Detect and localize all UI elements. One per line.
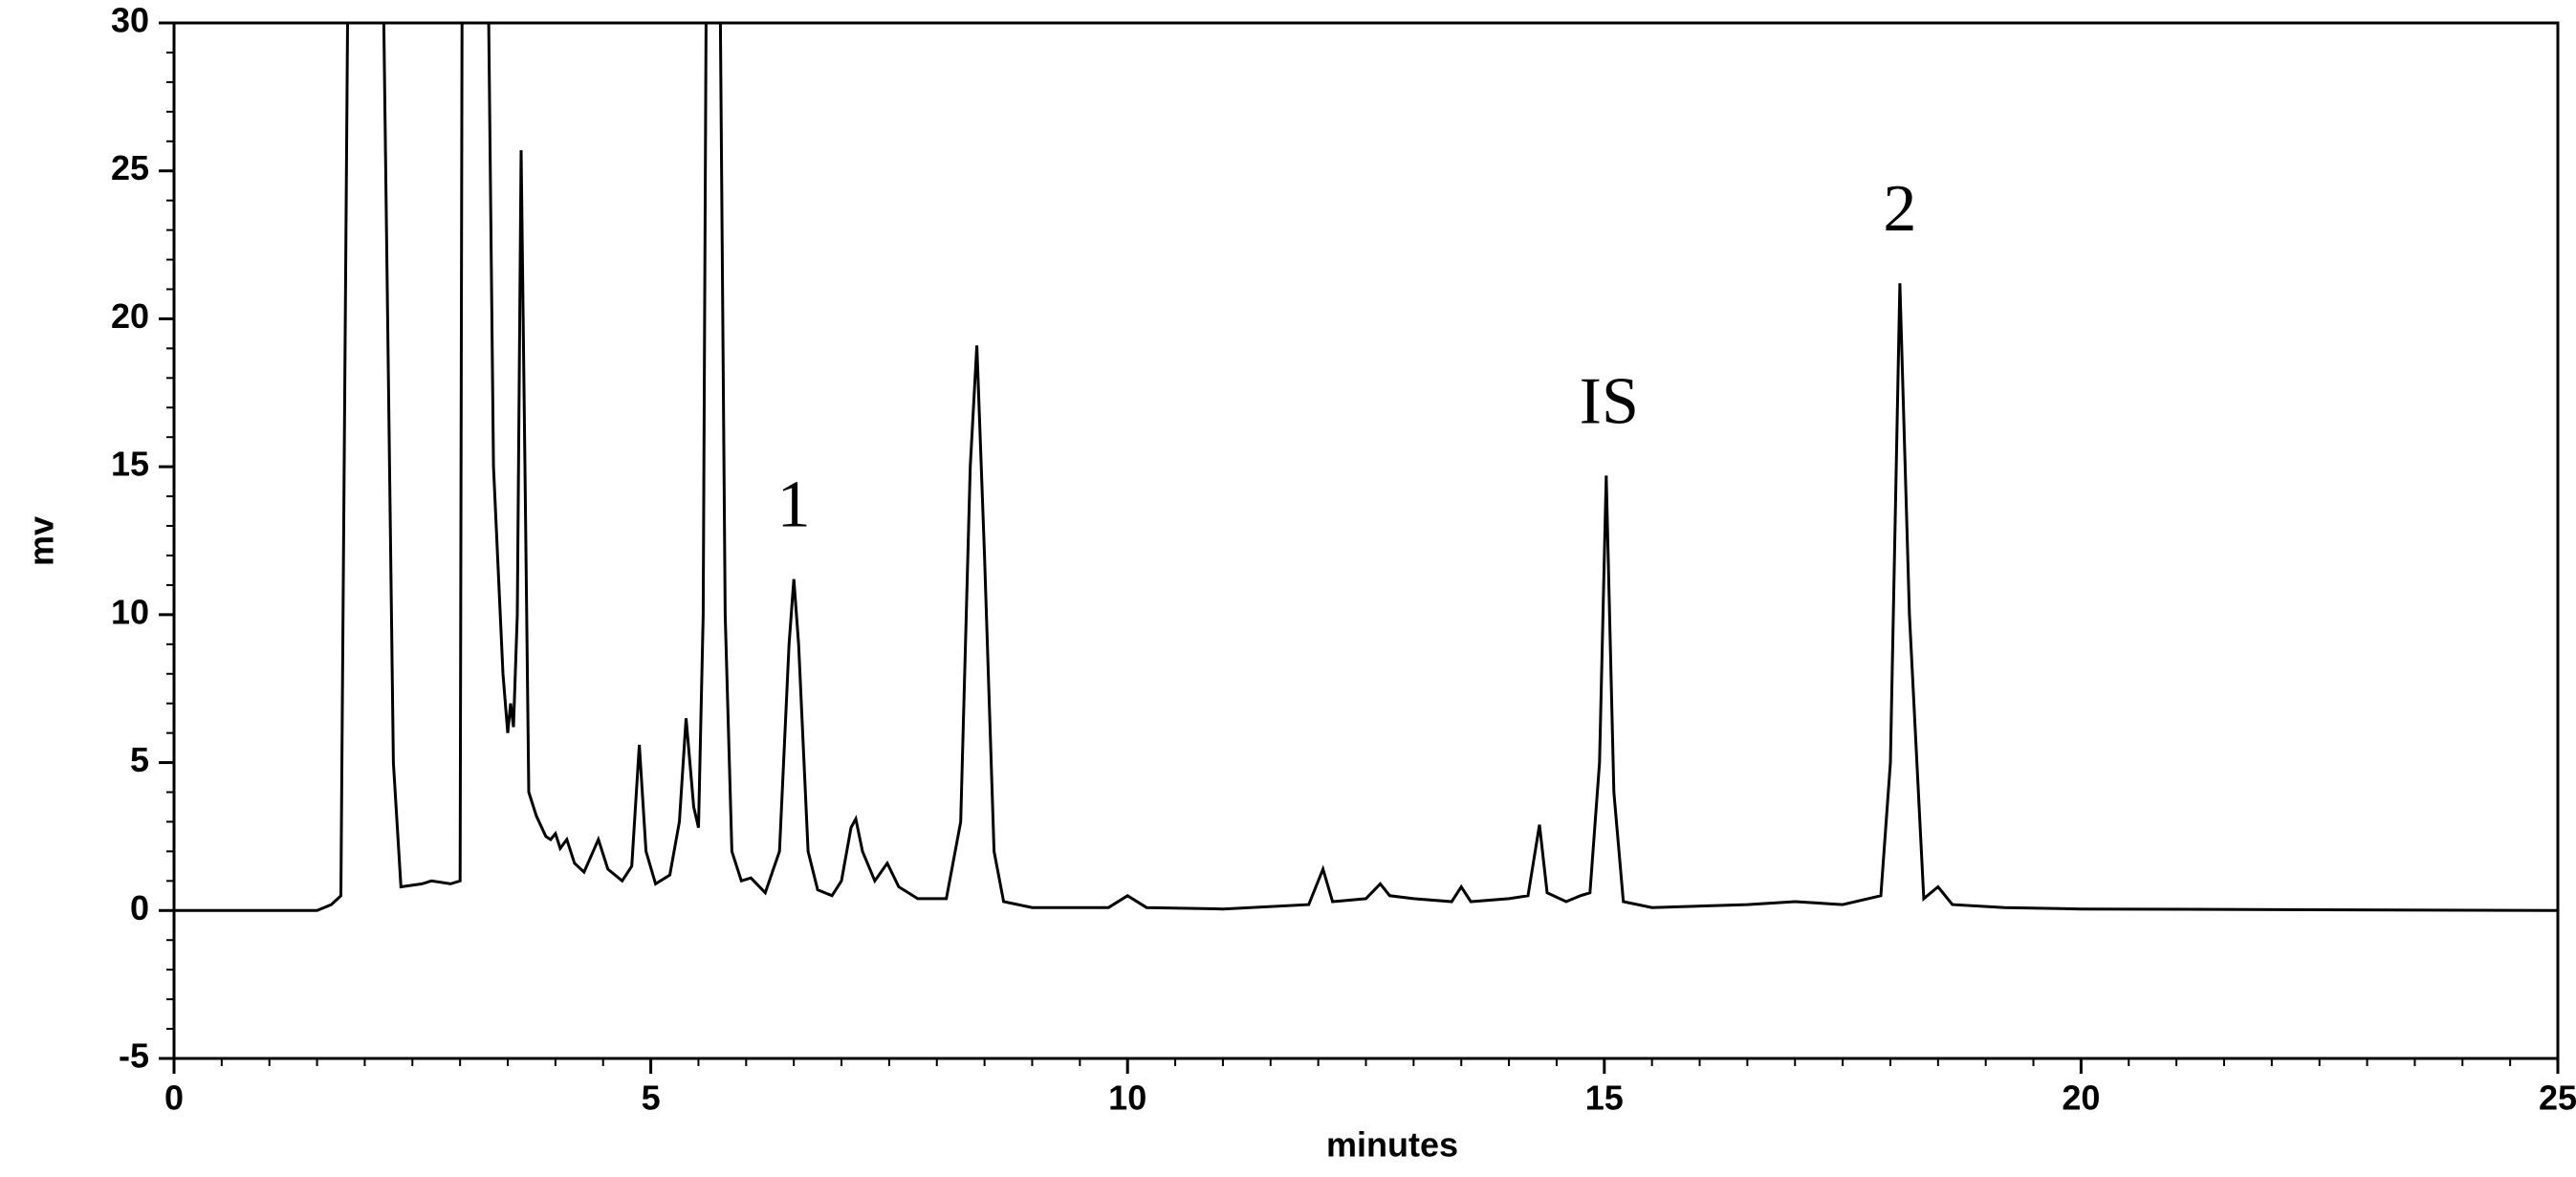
x-tick-label: 15 [1585,1079,1624,1118]
x-tick-label: 20 [2062,1079,2100,1118]
y-tick-label: 15 [111,445,149,484]
y-tick-label: 25 [111,148,149,187]
y-tick-label: 10 [111,592,149,631]
trace-line [174,23,2558,912]
x-tick-label: 5 [642,1079,661,1118]
y-tick-label: 0 [130,888,149,927]
peak-annotation: 1 [777,469,811,542]
plot-frame [172,21,2560,1060]
x-tick-label: 25 [2539,1079,2576,1118]
x-axis-label: minutes [1326,1125,1458,1165]
peak-annotation: 2 [1883,172,1916,246]
y-tick-label: 20 [111,296,149,336]
y-tick-label: 5 [130,740,149,779]
y-tick-label: 30 [111,1,149,40]
peak-annotation: IS [1580,364,1639,438]
y-axis-label: mv [22,516,61,566]
y-tick-label: -5 [119,1036,149,1076]
x-tick-label: 10 [1108,1079,1146,1118]
x-tick-label: 0 [164,1079,184,1118]
